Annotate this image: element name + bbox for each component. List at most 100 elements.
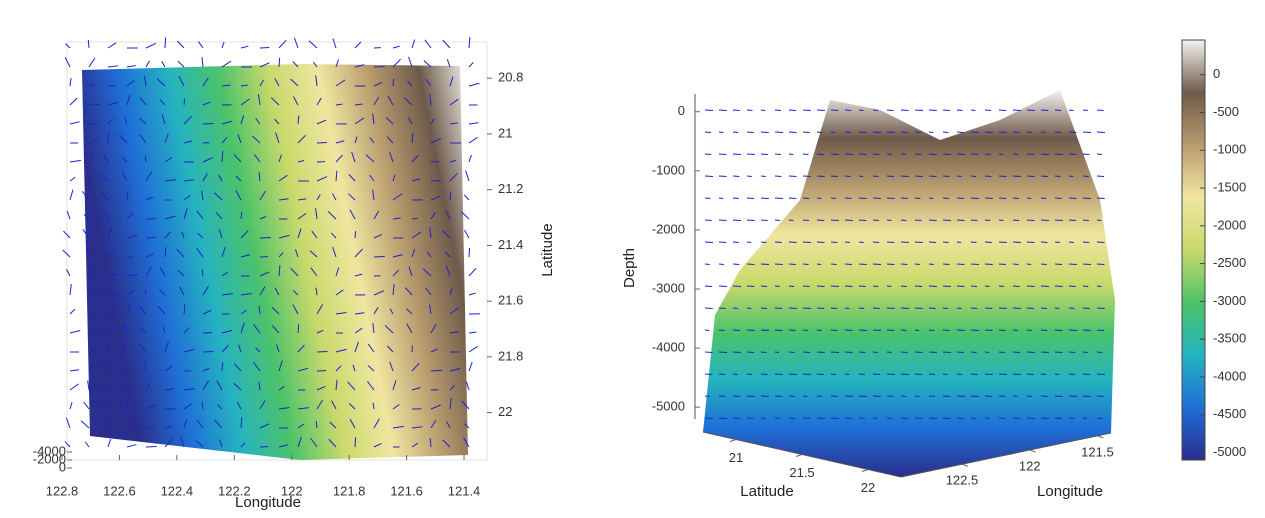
quiver-arrow	[464, 423, 470, 429]
quiver-arrow	[886, 329, 895, 331]
quiver-arrow	[164, 231, 171, 239]
quiver-arrow	[102, 361, 109, 372]
quiver-arrow	[900, 395, 907, 397]
quiver-arrow	[1054, 175, 1061, 177]
quiver-arrow	[240, 442, 246, 448]
quiver-arrow	[956, 197, 965, 199]
quiver-arrow	[746, 263, 755, 265]
surface	[82, 64, 468, 460]
quiver-arrow	[316, 399, 324, 410]
quiver-arrow	[221, 137, 228, 144]
quiver-arrow	[145, 445, 157, 448]
quiver-arrow	[1082, 285, 1089, 287]
quiver-arrow	[430, 118, 435, 125]
quiver-arrow	[411, 231, 422, 239]
quiver-arrow	[221, 151, 224, 163]
quiver-arrow	[1082, 197, 1092, 199]
quiver-arrow	[373, 210, 380, 220]
quiver-arrow	[139, 117, 147, 125]
quiver-arrow	[928, 263, 934, 265]
quiver-arrow	[328, 438, 337, 448]
quiver-arrow	[197, 232, 204, 239]
quiver-arrow	[201, 57, 204, 68]
quiver-arrow	[956, 373, 963, 375]
quiver-arrow	[718, 153, 727, 155]
quiver-arrow	[183, 403, 192, 410]
quiver-arrow	[802, 219, 810, 221]
quiver-arrow	[718, 285, 727, 287]
colorbar-tick-label: 0	[1213, 66, 1220, 81]
quiver-arrow	[463, 194, 470, 201]
quiver-arrow	[332, 246, 337, 258]
quiver-arrow	[297, 324, 300, 334]
quiver-arrow	[240, 322, 245, 334]
quiver-arrow	[164, 425, 173, 429]
quiver-arrow	[164, 388, 175, 391]
quiver-arrow	[107, 118, 113, 125]
quiver-arrow	[69, 369, 80, 372]
quiver-arrow	[1054, 351, 1063, 353]
quiver-arrow	[201, 401, 204, 410]
y-axis-line	[900, 432, 1112, 478]
quiver-arrow	[159, 266, 166, 277]
quiver-arrow	[1040, 131, 1046, 133]
quiver-arrow	[816, 351, 825, 353]
quiver-arrow	[468, 37, 471, 49]
quiver-arrow	[430, 195, 441, 201]
quiver-arrow	[1026, 351, 1035, 353]
quiver-arrow	[872, 153, 880, 155]
quiver-arrow	[389, 151, 394, 163]
quiver-arrow	[373, 290, 385, 296]
quiver-arrow	[315, 421, 318, 429]
quiver-arrow	[335, 170, 338, 182]
quiver-arrow	[354, 437, 357, 448]
quiver-arrow	[914, 131, 921, 133]
quiver-arrow	[858, 175, 864, 177]
quiver-arrow	[107, 324, 116, 334]
quiver-arrow	[221, 60, 232, 68]
quiver-arrow	[145, 171, 153, 182]
quiver-arrow	[732, 219, 742, 221]
quiver-arrow	[844, 263, 853, 265]
quiver-arrow	[830, 417, 839, 419]
quiver-arrow	[1068, 153, 1077, 155]
quiver-arrow	[788, 329, 796, 331]
quiver-arrow	[858, 307, 865, 309]
quiver-arrow	[1096, 263, 1105, 265]
quiver-arrow	[886, 241, 895, 243]
quiver-arrow	[1068, 175, 1074, 177]
quiver-arrow	[407, 80, 413, 87]
quiver-arrow	[830, 219, 839, 221]
quiver-arrow	[449, 368, 461, 372]
quiver-arrow	[1026, 373, 1034, 375]
quiver-arrow	[351, 151, 356, 163]
quiver-arrow	[126, 290, 134, 296]
quiver-arrow	[788, 219, 794, 221]
quiver-arrow	[760, 241, 767, 243]
quiver-arrow	[858, 329, 867, 331]
quiver-arrow	[354, 312, 365, 315]
x-tick	[861, 469, 869, 472]
quiver-arrow	[760, 175, 766, 177]
quiver-arrow	[449, 122, 458, 125]
quiver-arrow	[411, 362, 420, 372]
quiver-arrow	[1040, 373, 1047, 375]
quiver-arrow	[830, 131, 836, 133]
quiver-arrow	[126, 304, 131, 315]
quiver-arrow	[746, 241, 752, 243]
quiver-arrow	[788, 285, 795, 287]
quiver-arrow	[335, 103, 343, 106]
quiver-arrow	[802, 373, 811, 375]
quiver-arrow	[429, 227, 432, 239]
quiver-arrow	[718, 329, 725, 331]
quiver-arrow	[278, 234, 290, 239]
quiver-arrow	[297, 213, 307, 220]
quiver-arrow	[258, 381, 261, 391]
quiver-arrow	[221, 84, 231, 87]
quiver-arrow	[1026, 131, 1033, 133]
quiver-arrow	[900, 307, 910, 309]
quiver-arrow	[392, 284, 395, 296]
quiver-arrow	[746, 175, 752, 177]
quiver-arrow	[760, 307, 768, 309]
quiver-arrow	[970, 197, 979, 199]
